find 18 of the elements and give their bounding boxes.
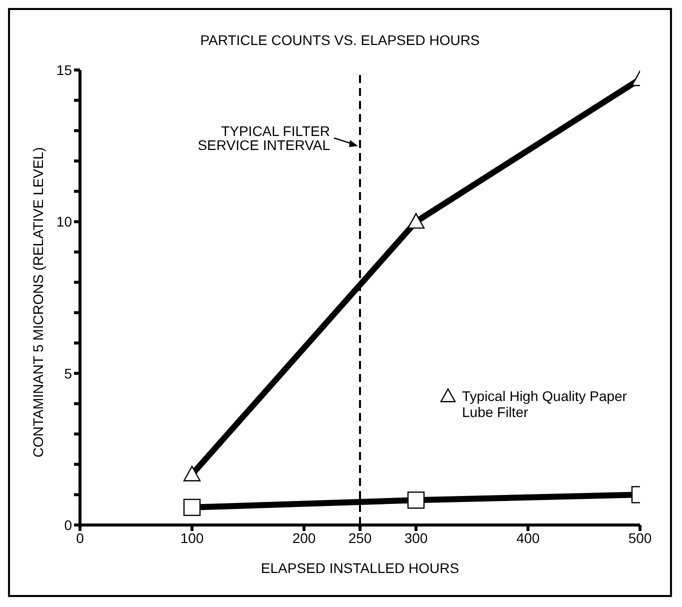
legend-label: Typical High Quality Paper Lube Filter <box>462 388 628 420</box>
y-tick-label: 5 <box>64 365 72 382</box>
point <box>183 498 201 516</box>
x-tick-label: 200 <box>292 530 316 546</box>
point <box>183 466 201 482</box>
x-tick-label: 100 <box>180 530 204 546</box>
y-tick-label: 10 <box>56 214 72 230</box>
x-tick-label: 400 <box>516 530 540 546</box>
y-axis-title: CONTAMINANT 5 MICRONS (RELATIVE LEVEL) <box>30 147 46 458</box>
chart-title: PARTICLE COUNTS VS. ELAPSED HOURS <box>199 32 481 48</box>
x-axis-title: ELAPSED INSTALLED HOURS <box>260 560 460 576</box>
x-tick-label: 250 <box>348 530 372 546</box>
x-tick-label: 0 <box>76 530 84 546</box>
y-tick-label: 15 <box>56 62 72 78</box>
x-tick-label: 500 <box>628 530 652 546</box>
ref-line-label: TYPICAL FILTER SERVICE INTERVAL <box>198 123 330 153</box>
y-tick-label: 0 <box>64 516 72 533</box>
x-tick-label: 300 <box>404 530 428 546</box>
